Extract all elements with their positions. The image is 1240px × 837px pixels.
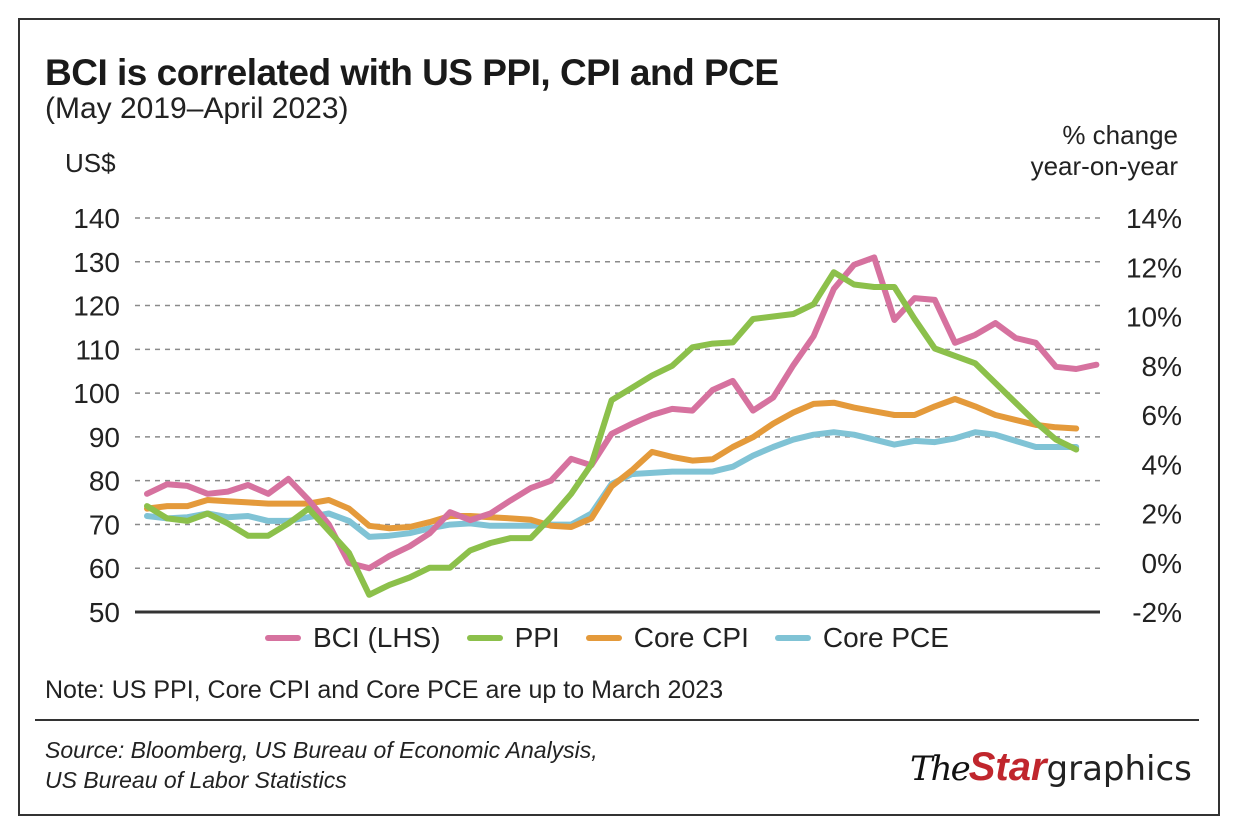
thestar-graphics-logo: The Star graphics bbox=[910, 745, 1192, 790]
legend-item-core-cpi: Core CPI bbox=[585, 622, 749, 654]
left-tick-label: 70 bbox=[89, 509, 120, 540]
source-line-1: Source: Bloomberg, US Bureau of Economic… bbox=[45, 737, 598, 763]
legend-swatch bbox=[466, 635, 503, 641]
left-tick-label: 50 bbox=[89, 597, 120, 628]
legend-item-bci: BCI (LHS) bbox=[265, 622, 441, 654]
right-tick-label: -2% bbox=[1132, 597, 1182, 628]
left-tick-label: 130 bbox=[73, 247, 120, 278]
left-tick-label: 60 bbox=[89, 553, 120, 584]
chart-title: BCI is correlated with US PPI, CPI and P… bbox=[45, 52, 779, 93]
chart-frame bbox=[18, 18, 1220, 816]
source-text: Source: Bloomberg, US Bureau of Economic… bbox=[45, 735, 598, 795]
legend-label: Core CPI bbox=[633, 622, 749, 653]
left-axis-label: US$ bbox=[65, 148, 116, 178]
legend-swatch bbox=[774, 635, 811, 641]
legend-item-core-pce: Core PCE bbox=[774, 622, 949, 654]
legend-label: BCI (LHS) bbox=[313, 622, 441, 653]
series-line-bci-lhs bbox=[144, 254, 1100, 572]
divider bbox=[35, 719, 1199, 721]
legend-label: Core PCE bbox=[822, 622, 949, 653]
right-tick-label: 12% bbox=[1126, 252, 1182, 283]
legend-item-ppi: PPI bbox=[466, 622, 560, 654]
right-axis-label: % change year-on-year bbox=[1031, 120, 1178, 182]
series-line-core-cpi bbox=[144, 396, 1080, 532]
right-tick-label: 0% bbox=[1142, 548, 1182, 579]
logo-graphics: graphics bbox=[1046, 749, 1192, 789]
legend-swatch bbox=[265, 635, 301, 641]
left-tick-label: 140 bbox=[73, 203, 120, 234]
right-tick-label: 2% bbox=[1142, 499, 1182, 530]
left-tick-label: 90 bbox=[89, 422, 120, 453]
legend-swatch bbox=[585, 635, 622, 641]
right-tick-label: 14% bbox=[1126, 203, 1182, 234]
right-axis-label-line1: % change bbox=[1062, 120, 1178, 150]
left-tick-label: 80 bbox=[89, 466, 120, 497]
right-tick-label: 6% bbox=[1142, 400, 1182, 431]
right-tick-label: 4% bbox=[1142, 449, 1182, 480]
chart-note: Note: US PPI, Core CPI and Core PCE are … bbox=[45, 676, 724, 704]
logo-the: The bbox=[910, 749, 971, 789]
right-tick-label: 8% bbox=[1142, 351, 1182, 382]
legend: BCI (LHS) PPI Core CPI Core PCE bbox=[265, 622, 975, 654]
legend-label: PPI bbox=[514, 622, 560, 653]
chart-subtitle: (May 2019–April 2023) bbox=[45, 92, 349, 125]
series-line-ppi bbox=[144, 269, 1080, 598]
left-tick-label: 120 bbox=[73, 291, 120, 322]
left-tick-label: 110 bbox=[75, 334, 120, 365]
right-axis-label-line2: year-on-year bbox=[1030, 151, 1178, 181]
right-tick-label: 10% bbox=[1126, 302, 1182, 333]
source-line-2: US Bureau of Labor Statistics bbox=[45, 767, 347, 793]
logo-star: Star bbox=[968, 745, 1047, 789]
left-tick-label: 100 bbox=[73, 378, 120, 409]
